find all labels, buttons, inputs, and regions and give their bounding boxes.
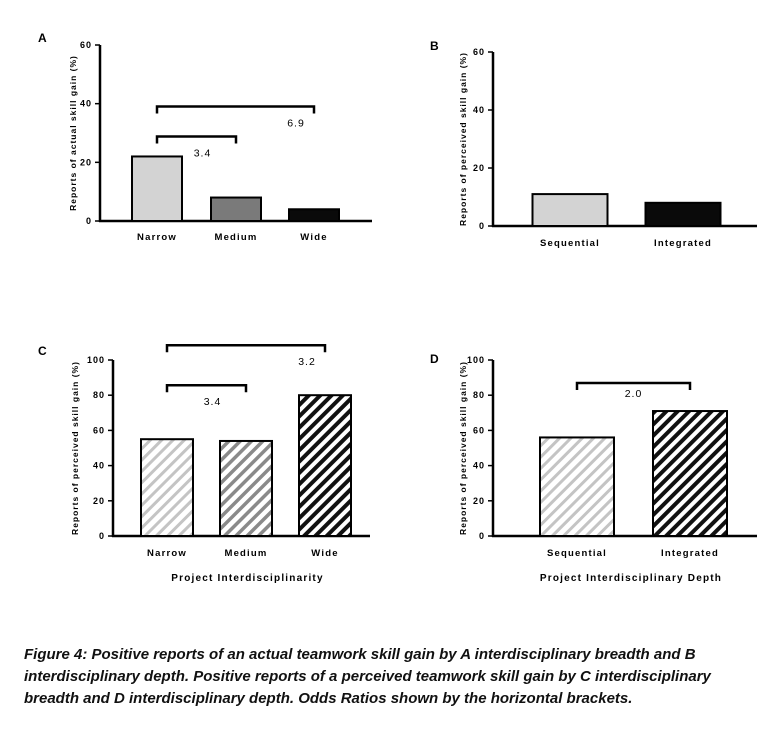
y-axis-label: Reports of actual skill gain (%)	[68, 55, 78, 211]
bar-narrow	[140, 438, 194, 538]
category-label: Wide	[311, 548, 338, 559]
category-label: Narrow	[137, 232, 177, 243]
y-tick-label: 80	[473, 390, 485, 400]
y-tick-label: 60	[93, 425, 105, 435]
y-tick-label: 20	[93, 496, 105, 506]
y-tick-label: 80	[93, 390, 105, 400]
odds-ratio-label: 6.9	[287, 117, 305, 129]
category-label: Integrated	[654, 238, 712, 249]
y-axis-label: Reports of perceived skill gain (%)	[458, 361, 468, 535]
y-tick-label: 100	[87, 355, 105, 365]
x-axis-label: Project Interdisciplinarity	[171, 573, 323, 584]
y-tick-label: 20	[473, 496, 485, 506]
bar-medium	[219, 439, 273, 537]
odds-ratio-label: 3.4	[204, 396, 222, 408]
category-label: Medium	[214, 232, 257, 243]
bar-wide	[288, 208, 340, 222]
y-tick-label: 60	[80, 40, 92, 50]
y-tick-label: 60	[473, 425, 485, 435]
odds-ratio-bracket	[155, 105, 316, 114]
y-tick-label: 40	[80, 99, 92, 109]
x-axis-label: Project Interdisciplinary Depth	[540, 573, 722, 584]
bar-integrated	[644, 201, 722, 228]
figure-caption: Figure 4: Positive reports of an actual …	[24, 646, 711, 707]
odds-ratio-bracket	[155, 135, 238, 144]
panel-d: D 0 20 40 60 80 100 Sequential Integrated Reports…	[430, 352, 757, 584]
panel-c: C 0 20 40 60 80 100 Narrow Medium Wide Reports of …	[38, 343, 370, 584]
y-tick-label: 0	[99, 531, 105, 541]
panel-label: D	[430, 352, 439, 366]
y-tick-label: 0	[86, 216, 92, 226]
odds-ratio-label: 3.4	[194, 147, 212, 159]
odds-ratio-bracket	[165, 383, 248, 393]
category-label: Integrated	[661, 548, 719, 559]
y-tick-label: 40	[473, 461, 485, 471]
category-label: Wide	[300, 232, 327, 243]
bar-wide	[298, 394, 352, 538]
odds-ratio-label: 3.2	[298, 356, 316, 368]
bar-medium	[210, 196, 262, 223]
bar-sequential	[539, 436, 615, 537]
y-tick-label: 20	[80, 157, 92, 167]
panel-a: A 0 20 40 60 Narrow Medium Wide Reports of actua…	[38, 31, 372, 243]
y-tick-label: 60	[473, 47, 485, 57]
bar-integrated	[652, 410, 728, 538]
bar-narrow	[131, 155, 183, 222]
category-label: Medium	[224, 548, 267, 559]
y-tick-label: 20	[473, 163, 485, 173]
panel-label: B	[430, 39, 439, 53]
category-label: Sequential	[547, 548, 607, 559]
panel-label: A	[38, 31, 47, 45]
y-axis-label: Reports of perceived skill gain (%)	[70, 361, 80, 535]
odds-ratio-bracket	[575, 381, 692, 391]
y-tick-label: 40	[93, 461, 105, 471]
odds-ratio-bracket	[165, 343, 327, 353]
odds-ratio-label: 2.0	[625, 388, 643, 400]
panel-b: B 0 20 40 60 Sequential Integrated Reports of p…	[430, 39, 757, 249]
category-label: Sequential	[540, 238, 600, 249]
figure-4: A 0 20 40 60 Narrow Medium Wide Reports of actua…	[38, 31, 757, 584]
y-tick-label: 40	[473, 105, 485, 115]
y-tick-label: 100	[467, 355, 485, 365]
category-label: Narrow	[147, 548, 187, 559]
y-axis-label: Reports of perceived skill gain (%)	[458, 52, 468, 226]
y-tick-label: 0	[479, 221, 485, 231]
bar-sequential	[531, 193, 609, 228]
y-tick-label: 0	[479, 531, 485, 541]
panel-label: C	[38, 344, 47, 358]
